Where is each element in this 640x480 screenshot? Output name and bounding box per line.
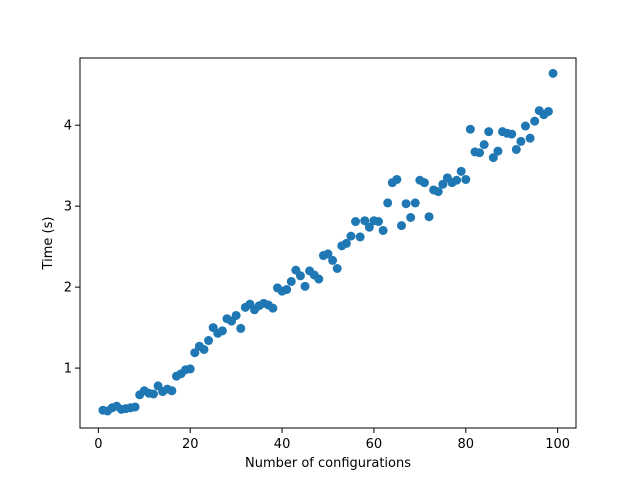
x-tick-label: 80 [458, 437, 475, 452]
data-point [406, 213, 416, 222]
data-point [328, 255, 338, 265]
data-point [199, 344, 209, 354]
data-point [300, 281, 310, 291]
data-point [516, 136, 526, 146]
x-tick-label: 40 [274, 437, 291, 452]
x-axis-ticks: 0 20 40 60 80 100 [94, 428, 570, 452]
plot-area-frame [79, 57, 577, 429]
data-point [493, 146, 503, 156]
x-tick-label: 20 [182, 437, 199, 452]
data-point [341, 238, 351, 248]
data-point [383, 198, 393, 208]
data-point [396, 221, 406, 231]
data-point [204, 336, 214, 346]
data-point [360, 216, 370, 226]
data-point [351, 217, 361, 227]
data-point [130, 402, 140, 412]
data-point [419, 178, 429, 188]
data-point [543, 106, 553, 116]
data-point [484, 127, 494, 137]
data-point [346, 231, 356, 241]
data-point [488, 153, 498, 163]
y-tick-label: 2 [64, 281, 72, 296]
data-point [465, 124, 475, 134]
data-point [507, 129, 517, 139]
data-point [268, 303, 278, 313]
data-points [98, 68, 558, 416]
data-point [190, 348, 200, 358]
data-point [332, 264, 342, 273]
data-point [323, 249, 333, 259]
data-point [511, 144, 521, 154]
data-point [374, 217, 384, 227]
data-point [433, 187, 443, 197]
data-point [314, 274, 324, 284]
data-point [530, 116, 540, 126]
data-point [520, 121, 530, 131]
axes: 0 20 40 60 80 100 1 2 3 4 [64, 57, 577, 452]
data-point [452, 175, 462, 185]
data-point [378, 225, 388, 235]
data-point [410, 198, 420, 208]
y-tick-label: 1 [64, 362, 72, 377]
data-point [461, 174, 471, 184]
data-point [236, 323, 246, 333]
data-point [231, 310, 241, 320]
x-tick-label: 100 [545, 437, 570, 452]
data-point [282, 285, 292, 295]
data-point [148, 389, 158, 399]
data-point [364, 222, 374, 232]
data-point [355, 232, 365, 242]
data-point [475, 148, 485, 158]
data-point [548, 68, 558, 78]
x-tick-label: 0 [94, 437, 102, 452]
y-tick-label: 3 [64, 200, 72, 215]
data-point [185, 364, 195, 374]
data-point [286, 276, 296, 286]
y-axis-label: Time (s) [41, 217, 56, 271]
data-point [456, 166, 466, 176]
x-tick-label: 60 [366, 437, 383, 452]
data-point [392, 174, 402, 184]
y-axis-ticks: 1 2 3 4 [64, 119, 80, 377]
data-point [424, 212, 434, 222]
data-point [217, 326, 227, 336]
data-point [525, 133, 535, 143]
data-point [401, 199, 411, 209]
data-point [438, 179, 448, 189]
x-axis-label: Number of configurations [245, 456, 411, 471]
data-point [167, 386, 177, 396]
data-point [295, 271, 305, 281]
y-tick-label: 4 [64, 119, 72, 134]
data-point [479, 140, 489, 150]
